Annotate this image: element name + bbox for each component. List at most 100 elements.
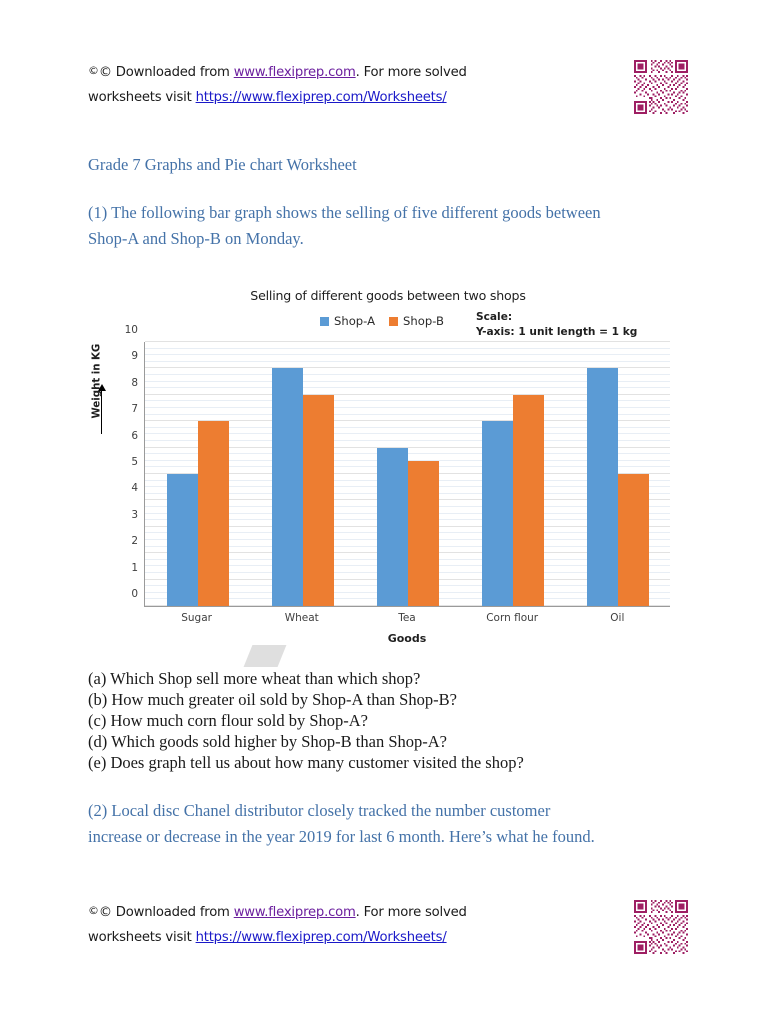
bar-corn-flour-shop-a	[481, 421, 513, 606]
header-worksheets-prefix: worksheets visit	[88, 90, 196, 105]
legend-swatch-shop-b	[389, 316, 399, 326]
gridline	[145, 400, 670, 402]
bar-group	[271, 342, 334, 606]
gridline	[145, 374, 670, 375]
header-banner: ©© Downloaded from www.flexiprep.com. Fo…	[88, 58, 688, 114]
y-axis-tick: 7	[131, 403, 138, 416]
page-watermark	[243, 645, 287, 667]
y-axis-tick: 0	[131, 588, 138, 600]
subquestion-item: (d) Which goods sold higher by Shop-B th…	[88, 732, 447, 751]
scale-note-line-2: Y-axis: 1 unit length = 1 kg	[476, 326, 638, 338]
x-axis-tick: Sugar	[181, 612, 212, 624]
question-2-line-2: increase or decrease in the year 2019 fo…	[88, 827, 595, 846]
gridline	[145, 433, 670, 435]
header-banner-line-1: ©© Downloaded from www.flexiprep.com. Fo…	[88, 58, 467, 85]
footer-banner-line-2: worksheets visit https://www.flexiprep.c…	[88, 925, 467, 950]
y-axis-tick: 10	[124, 324, 138, 336]
gridline	[145, 426, 670, 428]
worksheets-link[interactable]: https://www.flexiprep.com/Worksheets/	[195, 90, 447, 105]
bar-wheat-shop-b	[302, 394, 334, 606]
subquestion-item: (a) Which Shop sell more wheat than whic…	[88, 669, 421, 688]
question-1-line-1: (1) The following bar graph shows the se…	[88, 203, 601, 222]
x-axis-tick: Oil	[610, 612, 625, 624]
y-axis-tick: 3	[131, 508, 138, 521]
gridline	[145, 440, 670, 441]
flexiprep-link[interactable]: www.flexiprep.com	[233, 905, 356, 920]
gridline	[145, 387, 670, 389]
question-1-line-2: Shop-A and Shop-B on Monday.	[88, 229, 304, 248]
bar-group	[166, 342, 229, 606]
gridline	[145, 380, 670, 382]
footer-text-prefix: © Downloaded from	[98, 905, 234, 920]
copyright-icon: ©	[88, 64, 99, 77]
bar-wheat-shop-a	[271, 368, 303, 606]
footer-text-suffix: . For more solved	[355, 905, 467, 920]
footer-banner-line-1: ©© Downloaded from www.flexiprep.com. Fo…	[88, 898, 467, 925]
gridline	[145, 420, 670, 422]
gridline	[145, 347, 670, 349]
chart-title: Selling of different goods between two s…	[250, 288, 526, 303]
legend-swatch-shop-a	[320, 316, 329, 326]
gridline	[145, 453, 670, 455]
chart-bars	[145, 342, 670, 606]
bar-oil-shop-b	[617, 474, 649, 606]
subquestion-item: (e) Does graph tell us about how many cu…	[88, 753, 524, 772]
gridline	[145, 341, 670, 342]
x-axis-tick: Wheat	[284, 612, 319, 624]
gridline	[145, 459, 670, 461]
chart-scale-note: Scale: Y-axis: 1 unit length = 1 kg	[476, 310, 637, 340]
y-axis-tick: 9	[131, 350, 138, 363]
bar-oil-shop-a	[586, 368, 618, 606]
copyright-icon: ©	[88, 904, 99, 917]
subquestion-item: (c) How much corn flour sold by Shop-A?	[88, 711, 368, 730]
y-axis-tick: 8	[131, 376, 138, 389]
y-axis-tick: 2	[131, 535, 138, 548]
qr-code-icon	[634, 900, 688, 954]
bar-group	[376, 342, 439, 606]
bar-tea-shop-a	[376, 447, 408, 606]
y-axis-tick: 1	[131, 561, 138, 574]
gridline	[145, 354, 670, 356]
gridline	[145, 446, 670, 448]
subquestion-item: (b) How much greater oil sold by Shop-A …	[88, 690, 457, 709]
chart-axes: 10 9 8 7 6 5 4 3 2 1 0	[125, 324, 670, 607]
legend-label-shop-a: Shop-A	[334, 314, 376, 328]
x-axis-tick-labels: Sugar Wheat Tea Corn flour Oil	[144, 612, 670, 624]
x-axis-title: Goods	[387, 632, 427, 645]
qr-code-icon	[634, 60, 688, 114]
gridline	[145, 393, 670, 395]
y-axis-tick: 4	[131, 482, 138, 495]
bar-corn-flour-shop-b	[512, 394, 544, 606]
footer-banner-text: ©© Downloaded from www.flexiprep.com. Fo…	[88, 898, 467, 950]
worksheets-link[interactable]: https://www.flexiprep.com/Worksheets/	[195, 930, 447, 945]
bar-group	[481, 342, 544, 606]
chart-plot-area: 10 9 8 7 6 5 4 3 2 1 0	[125, 324, 670, 607]
bar-tea-shop-b	[407, 460, 439, 606]
gridline	[145, 413, 670, 415]
x-axis-tick: Tea	[398, 612, 416, 624]
header-text-suffix: . For more solved	[355, 65, 467, 80]
scale-note-line-1: Scale:	[476, 311, 513, 323]
legend-label-shop-b: Shop-B	[403, 314, 444, 328]
y-axis-tick: 5	[131, 456, 138, 468]
header-text-prefix: © Downloaded from	[98, 65, 234, 80]
chart-legend: Shop-A Shop-B	[320, 314, 444, 328]
x-axis-tick: Corn flour	[486, 612, 539, 624]
question-2-line-1: (2) Local disc Chanel distributor closel…	[88, 801, 551, 820]
y-axis-title: Weight in KG	[91, 343, 103, 419]
question-1-prompt: (1) The following bar graph shows the se…	[88, 200, 688, 252]
footer-worksheets-prefix: worksheets visit	[88, 930, 196, 945]
question-2-prompt: (2) Local disc Chanel distributor closel…	[88, 798, 688, 850]
gridline	[145, 360, 670, 362]
footer-banner: ©© Downloaded from www.flexiprep.com. Fo…	[88, 898, 688, 954]
y-axis-tick: 6	[131, 429, 138, 442]
flexiprep-link[interactable]: www.flexiprep.com	[233, 65, 356, 80]
page-title: Grade 7 Graphs and Pie chart Worksheet	[88, 155, 357, 174]
header-banner-line-2: worksheets visit https://www.flexiprep.c…	[88, 85, 467, 110]
legend-item-shop-b: Shop-B	[389, 314, 444, 328]
bar-sugar-shop-b	[197, 421, 229, 606]
bar-group	[586, 342, 649, 606]
gridline	[145, 407, 670, 408]
bar-sugar-shop-a	[166, 474, 198, 606]
subquestion-list: (a) Which Shop sell more wheat than whic…	[88, 668, 688, 773]
